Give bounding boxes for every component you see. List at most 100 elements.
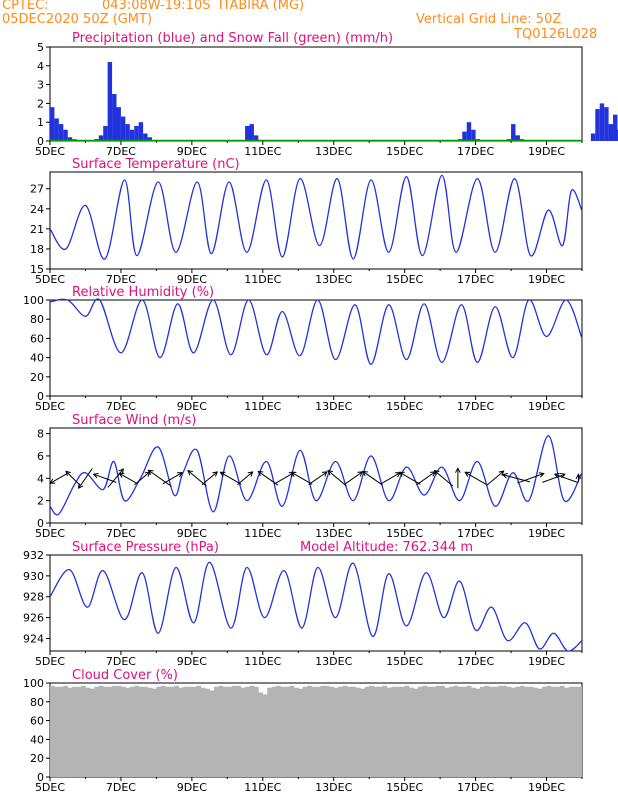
wind-arrow-head: [433, 469, 440, 476]
y-tick-label: 2: [37, 495, 44, 508]
cloud-bar: [147, 687, 153, 777]
cloud-bar: [528, 686, 534, 777]
x-tick-label: 5DEC: [35, 145, 65, 158]
cloud-bar: [444, 687, 450, 777]
cloud-bar: [471, 687, 476, 777]
cloud-bar: [360, 688, 366, 777]
cloud-bar: [555, 686, 561, 777]
cloud-bar: [542, 686, 547, 777]
cloud-bar: [103, 686, 108, 777]
x-tick-label: 13DEC: [315, 655, 352, 668]
x-tick-label: 11DEC: [244, 781, 281, 794]
wind-arrow-head: [501, 473, 508, 479]
y-tick-label: 18: [30, 243, 44, 256]
panel-title: Surface Temperature (nC): [72, 157, 240, 172]
x-tick-label: 9DEC: [177, 655, 207, 668]
wind-arrow-head: [187, 469, 193, 476]
precip-bar: [67, 137, 73, 141]
cloud-bar: [63, 685, 69, 777]
cloud-bar: [236, 685, 241, 777]
cloud-bar: [205, 688, 210, 777]
wind-arrow-head: [321, 471, 328, 477]
cloud-bar: [258, 692, 264, 777]
wind-arrow-shaft: [107, 468, 124, 488]
precip-bar: [253, 135, 259, 141]
cloud-bar: [559, 685, 565, 777]
cloud-bar: [129, 686, 135, 777]
cloud-bar: [72, 686, 77, 777]
cloud-bar: [329, 686, 335, 777]
cloud-bar: [174, 685, 179, 777]
x-tick-label: 19DEC: [528, 655, 565, 668]
cloud-bar: [138, 686, 144, 777]
wind-arrow-head: [538, 472, 545, 478]
wind-arrow-shaft: [464, 471, 487, 485]
cloud-bar: [577, 686, 582, 777]
wind-arrow-shaft: [93, 473, 117, 483]
precip-bar: [147, 137, 152, 141]
cloud-bar: [320, 685, 326, 777]
panel-title: Surface Pressure (hPa): [72, 540, 219, 555]
wind-arrow-shaft: [220, 471, 242, 485]
x-tick-label: 9DEC: [177, 781, 207, 794]
cloud-bar: [89, 688, 95, 777]
cloud-bar: [307, 685, 312, 777]
wind-arrow-shaft: [274, 472, 295, 485]
y-tick-label: 0: [37, 771, 44, 784]
x-tick-label: 7DEC: [106, 655, 136, 668]
wind-arrow-shaft: [134, 471, 151, 486]
wind-arrow-head: [147, 469, 154, 475]
precip-bar: [120, 116, 126, 141]
cloud-bar: [191, 686, 197, 777]
y-tick-label: 5: [37, 41, 44, 54]
wind-arrow-shaft: [399, 471, 421, 485]
wind-arrow-shaft: [327, 470, 347, 487]
precip-bar: [98, 135, 104, 141]
y-tick-label: 60: [30, 715, 44, 728]
panel-title: Relative Humidity (%): [72, 285, 214, 300]
x-tick-label: 19DEC: [528, 273, 565, 286]
x-tick-label: 13DEC: [315, 781, 352, 794]
header-source: CPTEC:: [2, 0, 49, 13]
precip-bar: [599, 103, 605, 141]
precip-bar: [103, 125, 108, 141]
x-tick-label: 17DEC: [457, 400, 494, 413]
wind-arrow-head: [212, 471, 219, 477]
y-tick-label: 0: [37, 517, 44, 530]
wind-arrow-shaft: [237, 471, 254, 486]
wind-arrow-shaft: [362, 471, 383, 486]
x-tick-label: 7DEC: [106, 781, 136, 794]
wind-arrow-head: [553, 472, 560, 479]
cloud-bar: [355, 687, 361, 777]
cloud-bar: [143, 686, 148, 777]
wind-arrow-shaft: [162, 472, 183, 485]
x-tick-label: 5DEC: [35, 655, 65, 668]
y-tick-label: 21: [30, 223, 44, 236]
cloud-bar: [426, 686, 432, 777]
wind-arrow-head: [398, 471, 405, 477]
y-tick-label: 20: [30, 371, 44, 384]
cloud-bar: [480, 686, 485, 777]
y-tick-label: 4: [37, 60, 44, 73]
x-tick-label: 15DEC: [386, 655, 423, 668]
x-tick-label: 9DEC: [177, 527, 207, 540]
cloud-bar: [364, 686, 370, 777]
precip-bar: [511, 124, 516, 141]
y-tick-label: 27: [30, 183, 44, 196]
series-line: [49, 435, 583, 516]
x-tick-label: 17DEC: [457, 781, 494, 794]
cloud-bar: [382, 685, 388, 777]
wind-arrow-shaft: [554, 473, 578, 483]
x-tick-label: 15DEC: [386, 781, 423, 794]
cloud-bar: [293, 687, 299, 777]
cloud-bar: [333, 687, 339, 777]
precip-bar: [590, 133, 596, 141]
precip-bar: [249, 124, 254, 141]
wind-arrow-head: [118, 472, 125, 478]
wind-arrow-head: [77, 483, 84, 489]
wind-arrow-shaft: [434, 470, 454, 487]
cloud-bar: [280, 686, 286, 777]
wind-arrow-head: [219, 471, 226, 477]
wind-arrow-shaft: [486, 470, 505, 486]
x-tick-label: 15DEC: [386, 400, 423, 413]
